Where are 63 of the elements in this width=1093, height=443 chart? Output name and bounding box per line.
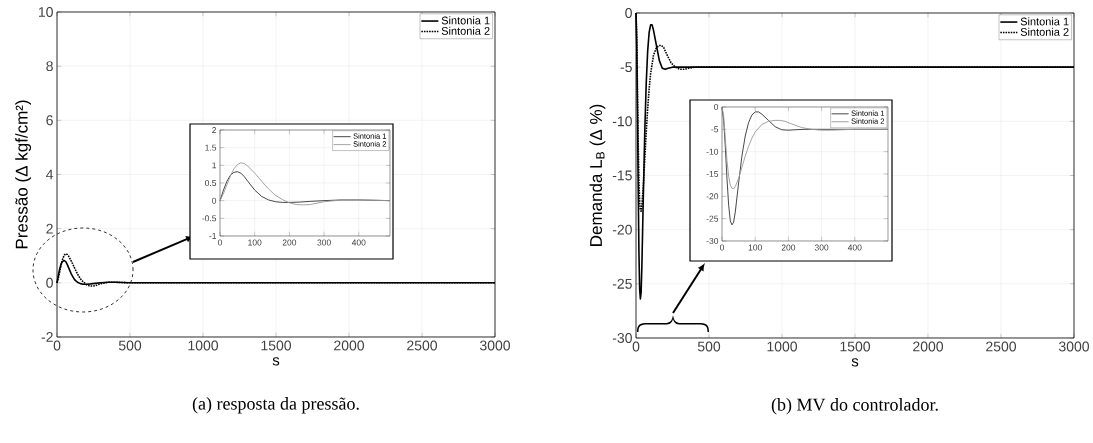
x-tick-label: 200 [282,239,297,246]
x-tick-label: 1000 [188,340,219,351]
x-tick-label: 1500 [840,341,871,352]
y-tick-label: -30 [612,333,632,343]
legend-label: Sintonia 2 [1020,27,1069,36]
x-tick-label: 1000 [767,341,798,352]
y-axis-title: Pressão (Δ kgf/cm²) [15,100,32,249]
y-tick-label: 1 [212,162,217,169]
y-tick-label: 0 [212,197,217,204]
legend-label: Sintonia 1 [441,16,490,25]
x-tick-label: 500 [118,340,142,351]
x-tick-label: 2000 [334,340,365,351]
y-axis-title: Demanda L$_{B}$ (Δ %) [589,104,606,246]
y-tick-label: -25 [612,278,632,289]
y-tick-label: 0 [46,277,53,288]
y-tick-label: 8 [46,61,53,72]
y-tick-label: 0 [714,103,719,110]
x-tick-label: 0 [632,341,640,352]
y-tick-label: -2 [41,332,53,342]
y-tick-label: -25 [706,215,719,222]
y-tick-label: -0.5 [202,215,217,222]
x-tick-label: 0 [217,239,223,246]
x-tick-label: 0 [719,244,725,251]
x-tick-label: 400 [847,244,862,251]
x-axis-title: s [851,358,859,367]
y-tick-label: -20 [706,193,719,200]
x-tick-label: 300 [814,244,829,251]
x-tick-label: 200 [781,244,796,251]
y-tick-label: 0 [625,8,632,18]
y-tick-label: 0.5 [204,179,217,186]
x-tick-label: 1500 [261,340,292,351]
y-tick-label: -10 [612,116,632,127]
y-tick-label: -10 [706,148,719,155]
y-tick-label: 6 [46,115,53,126]
x-tick-label: 3000 [1058,341,1090,352]
x-tick-label: 100 [248,239,262,246]
y-tick-label: -20 [612,224,632,235]
x-tick-label: 0 [53,340,61,351]
y-tick-label: -5 [711,126,719,133]
x-tick-label: 400 [351,239,366,246]
x-tick-label: 2500 [986,341,1017,352]
y-tick-label: 4 [46,169,54,180]
line-series [219,162,391,206]
y-tick-label: 2 [46,223,53,234]
x-tick-label: 300 [317,239,331,246]
x-tick-label: 2500 [407,340,438,351]
x-tick-label: 500 [697,341,721,352]
x-tick-label: 100 [748,244,762,251]
y-tick-label: -30 [706,237,719,244]
legend-label: Sintonia 1 [1020,17,1069,26]
x-axis-title: s [272,357,280,366]
text: (a) resposta da pressão. [192,397,359,414]
y-tick-label: 1.5 [205,144,217,151]
y-tick-label: 2 [212,127,217,133]
y-tick-label: -15 [612,170,632,181]
y-tick-label: -1 [209,233,217,239]
y-tick-label: -15 [706,171,719,177]
x-tick-label: 2000 [913,341,944,352]
x-tick-label: 3000 [479,340,511,351]
legend-label: Sintonia 2 [441,26,490,35]
y-tick-label: 10 [38,7,53,17]
text: (b) MV do controlador. [771,398,938,415]
y-tick-label: -5 [620,62,632,73]
